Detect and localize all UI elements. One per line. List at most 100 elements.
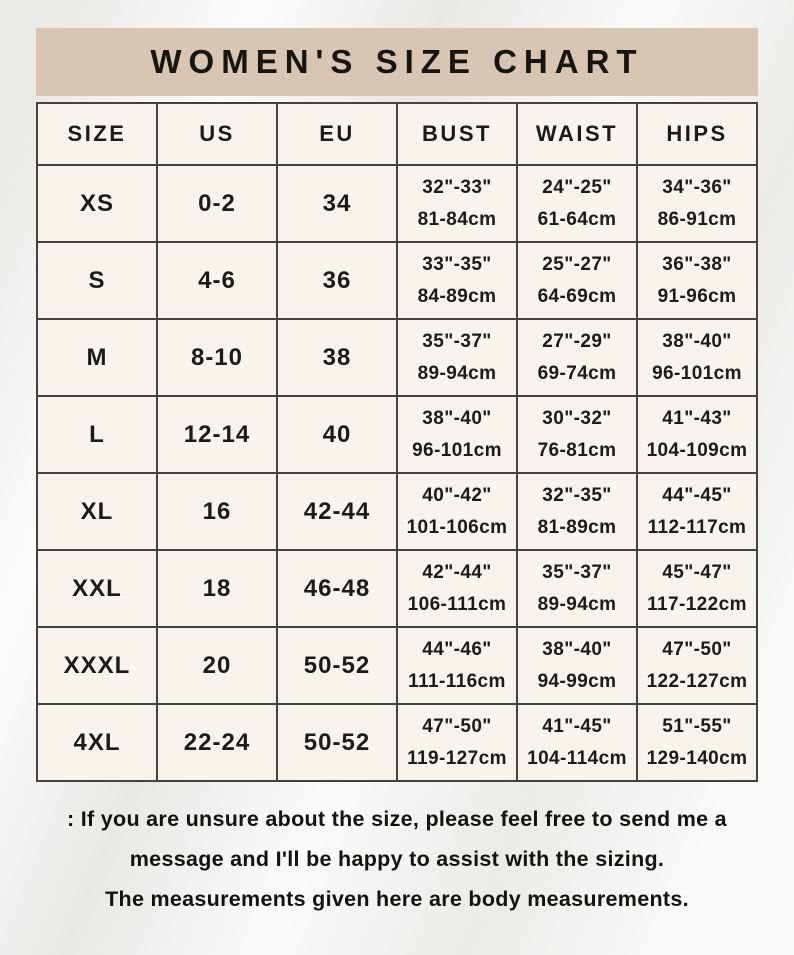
hips-cell: 38"-40" 96-101cm [636, 318, 758, 397]
us-cell: 16 [156, 472, 278, 551]
table-header-row: SIZE US EU BUST WAIST HIPS [36, 102, 758, 166]
hips-inches: 51"-55" [662, 716, 732, 738]
waist-inches: 35"-37" [542, 562, 612, 584]
hips-cm: 104-109cm [646, 439, 748, 461]
bust-cm: 111-116cm [408, 670, 506, 692]
waist-cm: 104-114cm [527, 747, 627, 769]
hips-cell: 41"-43" 104-109cm [636, 395, 758, 474]
waist-cell: 30"-32" 76-81cm [516, 395, 638, 474]
hips-inches: 41"-43" [662, 408, 732, 430]
bust-cell: 35"-37" 89-94cm [396, 318, 518, 397]
waist-cm: 94-99cm [537, 670, 617, 692]
column-header-hips: HIPS [636, 102, 758, 166]
hips-inches: 47"-50" [662, 639, 732, 661]
waist-cm: 76-81cm [537, 439, 617, 461]
size-chart-sheet: WOMEN'S SIZE CHART SIZE US EU BUST WAIST… [36, 28, 758, 919]
hips-inches: 36"-38" [662, 254, 732, 276]
size-cell: XL [36, 472, 158, 551]
waist-cm: 69-74cm [537, 362, 617, 384]
size-chart-table: SIZE US EU BUST WAIST HIPS XS 0-2 34 32"… [36, 102, 758, 782]
bust-inches: 35"-37" [422, 331, 492, 353]
hips-cm: 117-122cm [647, 593, 747, 615]
us-cell: 18 [156, 549, 278, 628]
bust-cell: 33"-35" 84-89cm [396, 241, 518, 320]
waist-cell: 25"-27" 64-69cm [516, 241, 638, 320]
bust-cell: 32"-33" 81-84cm [396, 164, 518, 243]
size-cell: 4XL [36, 703, 158, 782]
table-row: XL 16 42-44 40"-42" 101-106cm 32"-35" 81… [36, 472, 758, 551]
bust-cm: 101-106cm [406, 516, 508, 538]
waist-cell: 24"-25" 61-64cm [516, 164, 638, 243]
bust-inches: 44"-46" [422, 639, 492, 661]
column-header-waist: WAIST [516, 102, 638, 166]
table-row: L 12-14 40 38"-40" 96-101cm 30"-32" 76-8… [36, 395, 758, 474]
hips-cell: 34"-36" 86-91cm [636, 164, 758, 243]
bust-inches: 42"-44" [422, 562, 492, 584]
eu-cell: 46-48 [276, 549, 398, 628]
hips-cell: 51"-55" 129-140cm [636, 703, 758, 782]
waist-cm: 89-94cm [537, 593, 617, 615]
hips-cm: 91-96cm [657, 285, 737, 307]
hips-cell: 47"-50" 122-127cm [636, 626, 758, 705]
waist-cell: 32"-35" 81-89cm [516, 472, 638, 551]
size-cell: XXXL [36, 626, 158, 705]
waist-cell: 41"-45" 104-114cm [516, 703, 638, 782]
size-cell: M [36, 318, 158, 397]
waist-inches: 25"-27" [542, 254, 612, 276]
column-header-size: SIZE [36, 102, 158, 166]
eu-cell: 42-44 [276, 472, 398, 551]
waist-inches: 24"-25" [542, 177, 612, 199]
hips-cm: 96-101cm [652, 362, 742, 384]
us-cell: 12-14 [156, 395, 278, 474]
table-row: M 8-10 38 35"-37" 89-94cm 27"-29" 69-74c… [36, 318, 758, 397]
waist-cell: 27"-29" 69-74cm [516, 318, 638, 397]
size-cell: XS [36, 164, 158, 243]
eu-cell: 36 [276, 241, 398, 320]
table-row: XS 0-2 34 32"-33" 81-84cm 24"-25" 61-64c… [36, 164, 758, 243]
footer-note-line: message and I'll be happy to assist with… [129, 846, 665, 871]
waist-inches: 30"-32" [542, 408, 612, 430]
bust-cm: 84-89cm [417, 285, 497, 307]
bust-cell: 40"-42" 101-106cm [396, 472, 518, 551]
us-cell: 8-10 [156, 318, 278, 397]
bust-inches: 33"-35" [422, 254, 492, 276]
hips-cell: 45"-47" 117-122cm [636, 549, 758, 628]
hips-cell: 36"-38" 91-96cm [636, 241, 758, 320]
waist-cell: 38"-40" 94-99cm [516, 626, 638, 705]
size-cell: L [36, 395, 158, 474]
bust-inches: 32"-33" [422, 177, 492, 199]
eu-cell: 40 [276, 395, 398, 474]
page-title: WOMEN'S SIZE CHART [150, 43, 644, 80]
eu-cell: 34 [276, 164, 398, 243]
hips-inches: 34"-36" [662, 177, 732, 199]
hips-cell: 44"-45" 112-117cm [636, 472, 758, 551]
hips-cm: 86-91cm [657, 208, 737, 230]
waist-inches: 41"-45" [542, 716, 612, 738]
bust-inches: 47"-50" [422, 716, 492, 738]
hips-inches: 45"-47" [662, 562, 732, 584]
table-row: S 4-6 36 33"-35" 84-89cm 25"-27" 64-69cm… [36, 241, 758, 320]
bust-cm: 89-94cm [417, 362, 497, 384]
waist-inches: 38"-40" [542, 639, 612, 661]
bust-cell: 47"-50" 119-127cm [396, 703, 518, 782]
column-header-us: US [156, 102, 278, 166]
table-row: 4XL 22-24 50-52 47"-50" 119-127cm 41"-45… [36, 703, 758, 782]
us-cell: 0-2 [156, 164, 278, 243]
bust-cm: 119-127cm [407, 747, 507, 769]
bust-cell: 38"-40" 96-101cm [396, 395, 518, 474]
table-row: XXL 18 46-48 42"-44" 106-111cm 35"-37" 8… [36, 549, 758, 628]
waist-inches: 32"-35" [542, 485, 612, 507]
waist-cm: 81-89cm [537, 516, 617, 538]
size-cell: XXL [36, 549, 158, 628]
us-cell: 4-6 [156, 241, 278, 320]
bust-cm: 96-101cm [412, 439, 502, 461]
hips-inches: 44"-45" [662, 485, 732, 507]
waist-inches: 27"-29" [542, 331, 612, 353]
eu-cell: 50-52 [276, 626, 398, 705]
table-row: XXXL 20 50-52 44"-46" 111-116cm 38"-40" … [36, 626, 758, 705]
size-cell: S [36, 241, 158, 320]
hips-cm: 129-140cm [646, 747, 748, 769]
eu-cell: 50-52 [276, 703, 398, 782]
hips-inches: 38"-40" [662, 331, 732, 353]
bust-inches: 40"-42" [422, 485, 492, 507]
